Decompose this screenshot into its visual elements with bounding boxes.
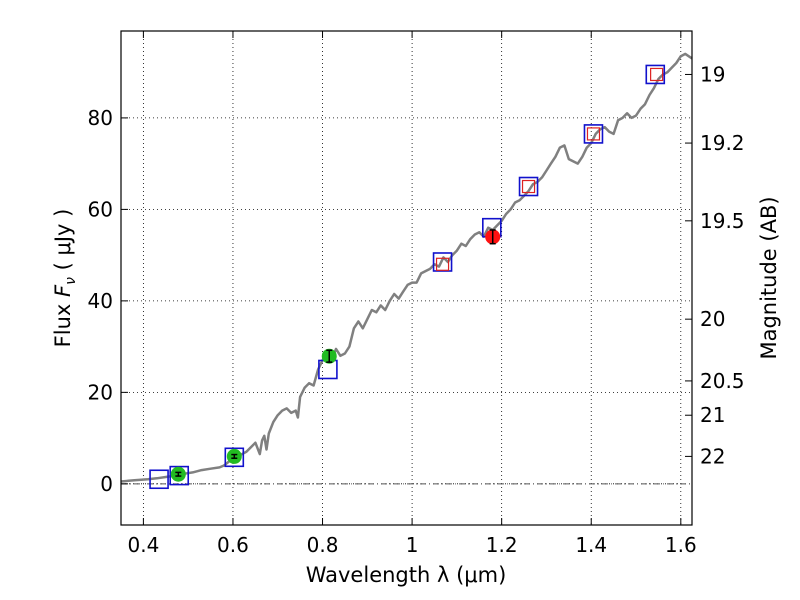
- model-photometry-square: [645, 64, 666, 85]
- y-tick-label: 60: [88, 197, 113, 221]
- x-axis-label: Wavelength λ (μm): [306, 563, 507, 587]
- axis-ticks: 0.4 0.6 0.8 1 1.2 1.4 1.6 0 20 40 60 80 19 19.2 19.5 20…: [88, 31, 745, 557]
- model-photometry-square: [518, 176, 539, 197]
- model-photometry-small-square: [586, 127, 601, 141]
- y-axis-label-unit: ( μJy ): [51, 209, 75, 277]
- y-axis-label-subscript: ν: [63, 277, 79, 285]
- grid: [121, 31, 692, 525]
- model-photometry-square: [224, 447, 245, 468]
- y2-tick-label: 19: [700, 62, 725, 86]
- model-photometry-small-square: [521, 179, 536, 194]
- photometry-markers: [149, 64, 666, 490]
- model-photometry-square: [149, 469, 169, 490]
- x-tick-label: 1.2: [486, 533, 518, 557]
- right-axis-label: Magnitude (AB): [757, 196, 781, 359]
- x-tick-label: 0.8: [307, 533, 339, 557]
- x-tick-label: 1.6: [665, 533, 697, 557]
- y-tick-label: 80: [88, 106, 113, 130]
- y-axis-label-symbol: F: [51, 284, 75, 297]
- plot-frame: [120, 30, 693, 526]
- model-spectrum-line: [120, 52, 693, 483]
- y-axis-label: Flux Fν ( μJy ): [51, 209, 79, 348]
- x-tick-label: 1: [406, 533, 419, 557]
- x-tick-label: 0.4: [127, 533, 159, 557]
- y-axis-label-prefix: Flux: [51, 297, 75, 347]
- y2-tick-label: 20: [700, 307, 725, 331]
- x-tick-label: 1.4: [575, 533, 607, 557]
- y-tick-label: 20: [88, 380, 113, 404]
- y2-tick-label: 19.5: [700, 209, 745, 233]
- y2-tick-label: 22: [700, 444, 725, 468]
- model-photometry-square: [432, 252, 453, 272]
- model-photometry-square: [583, 124, 604, 144]
- x-tick-label: 0.6: [217, 533, 249, 557]
- y2-tick-label: 21: [700, 403, 725, 427]
- y2-tick-label: 19.2: [700, 131, 745, 155]
- y-tick-label: 0: [100, 472, 113, 496]
- y2-tick-label: 20.5: [700, 369, 745, 393]
- y-tick-label: 40: [88, 289, 113, 313]
- model-photometry-square: [169, 465, 190, 486]
- model-photometry-small-square: [650, 67, 664, 82]
- model-photometry-small-square: [435, 257, 450, 271]
